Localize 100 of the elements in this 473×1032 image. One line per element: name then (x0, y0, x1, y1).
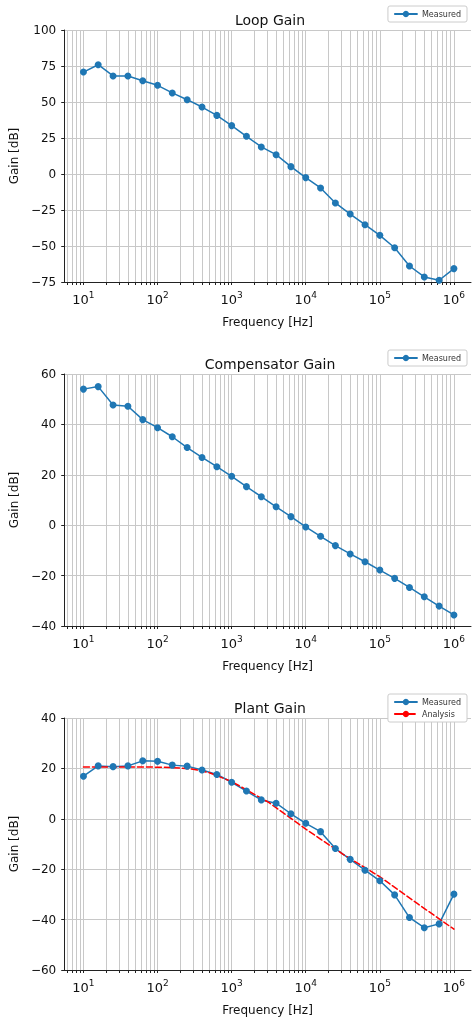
point (257, 493, 265, 501)
y-tick-label: −25 (30, 203, 57, 217)
y-tick-label: 0 (48, 518, 57, 533)
point (302, 523, 310, 531)
point (391, 891, 399, 899)
point (376, 566, 384, 574)
point (154, 424, 162, 432)
point (213, 463, 221, 471)
point (183, 96, 191, 104)
y-tick-label: 75 (40, 59, 57, 73)
point (183, 444, 191, 452)
y-tick-label: −50 (30, 239, 57, 253)
y-tick-label: 25 (40, 131, 57, 145)
x-axis-title: Frequency [Hz] (222, 659, 313, 673)
point (435, 920, 443, 928)
y-axis-title: Gain [dB] (7, 471, 21, 529)
point (302, 174, 310, 182)
point (346, 855, 354, 863)
point (228, 122, 236, 130)
point (183, 762, 191, 770)
legend-label: Measured (421, 9, 461, 19)
point (331, 845, 339, 853)
point (346, 550, 354, 558)
point (331, 199, 339, 207)
point (154, 81, 162, 89)
point (272, 799, 280, 807)
y-tick-label: −20 (30, 862, 57, 877)
point (361, 221, 369, 229)
point (94, 762, 102, 770)
point (317, 828, 325, 836)
y-tick-label: 20 (40, 467, 57, 482)
point (257, 143, 265, 151)
point (257, 796, 265, 804)
y-tick-label: 60 (40, 367, 57, 381)
point (168, 761, 176, 769)
y-tick-label: −60 (30, 963, 57, 977)
point (317, 532, 325, 540)
point (79, 68, 87, 76)
point (450, 265, 458, 273)
point (94, 61, 102, 69)
point (376, 231, 384, 239)
y-tick-label: −75 (30, 275, 57, 289)
point (287, 810, 295, 818)
legend-label: Analysis (421, 709, 455, 719)
x-axis-title: Frequency [Hz] (222, 315, 313, 329)
y-tick-label: 40 (40, 417, 57, 432)
y-axis-title: Gain [dB] (7, 127, 21, 185)
point (109, 763, 117, 771)
point (168, 89, 176, 97)
point (391, 244, 399, 252)
chart-title: Compensator Gain (204, 356, 336, 372)
point (346, 210, 354, 218)
point (391, 574, 399, 582)
y-axis-title: Gain [dB] (7, 815, 21, 873)
point (405, 914, 413, 922)
y-tick-label: 100 (33, 23, 57, 37)
point (139, 416, 147, 424)
point (405, 262, 413, 270)
point (198, 453, 206, 461)
point (139, 77, 147, 85)
point (139, 757, 147, 765)
point (79, 772, 87, 780)
point (287, 163, 295, 171)
point (450, 890, 458, 898)
y-tick-label: −40 (30, 912, 57, 927)
point (420, 593, 428, 601)
point (376, 877, 384, 885)
y-tick-label: −20 (30, 568, 57, 583)
y-tick-label: 20 (40, 761, 57, 776)
point (242, 483, 250, 491)
point (435, 276, 443, 284)
point (213, 111, 221, 119)
y-tick-label: 0 (48, 167, 57, 181)
legend-label: Measured (421, 353, 461, 363)
point (361, 866, 369, 874)
point (228, 472, 236, 480)
point (124, 402, 132, 410)
point (168, 433, 176, 441)
chart-title: Loop Gain (234, 12, 306, 28)
y-tick-label: −40 (30, 619, 57, 633)
point (272, 503, 280, 511)
legend-label: Measured (421, 697, 461, 707)
point (331, 542, 339, 550)
point (228, 778, 236, 786)
y-tick-label: 50 (40, 95, 57, 109)
point (420, 273, 428, 281)
point (242, 132, 250, 140)
x-axis-title: Frequency [Hz] (222, 1003, 313, 1017)
point (361, 558, 369, 566)
point (287, 513, 295, 521)
y-tick-label: 40 (40, 711, 57, 725)
point (242, 787, 250, 795)
point (124, 762, 132, 770)
y-tick-label: 0 (48, 811, 57, 826)
point (79, 385, 87, 393)
point (94, 383, 102, 391)
chart-title: Plant Gain (234, 700, 306, 716)
point (420, 924, 428, 932)
point (405, 583, 413, 591)
point (272, 151, 280, 159)
